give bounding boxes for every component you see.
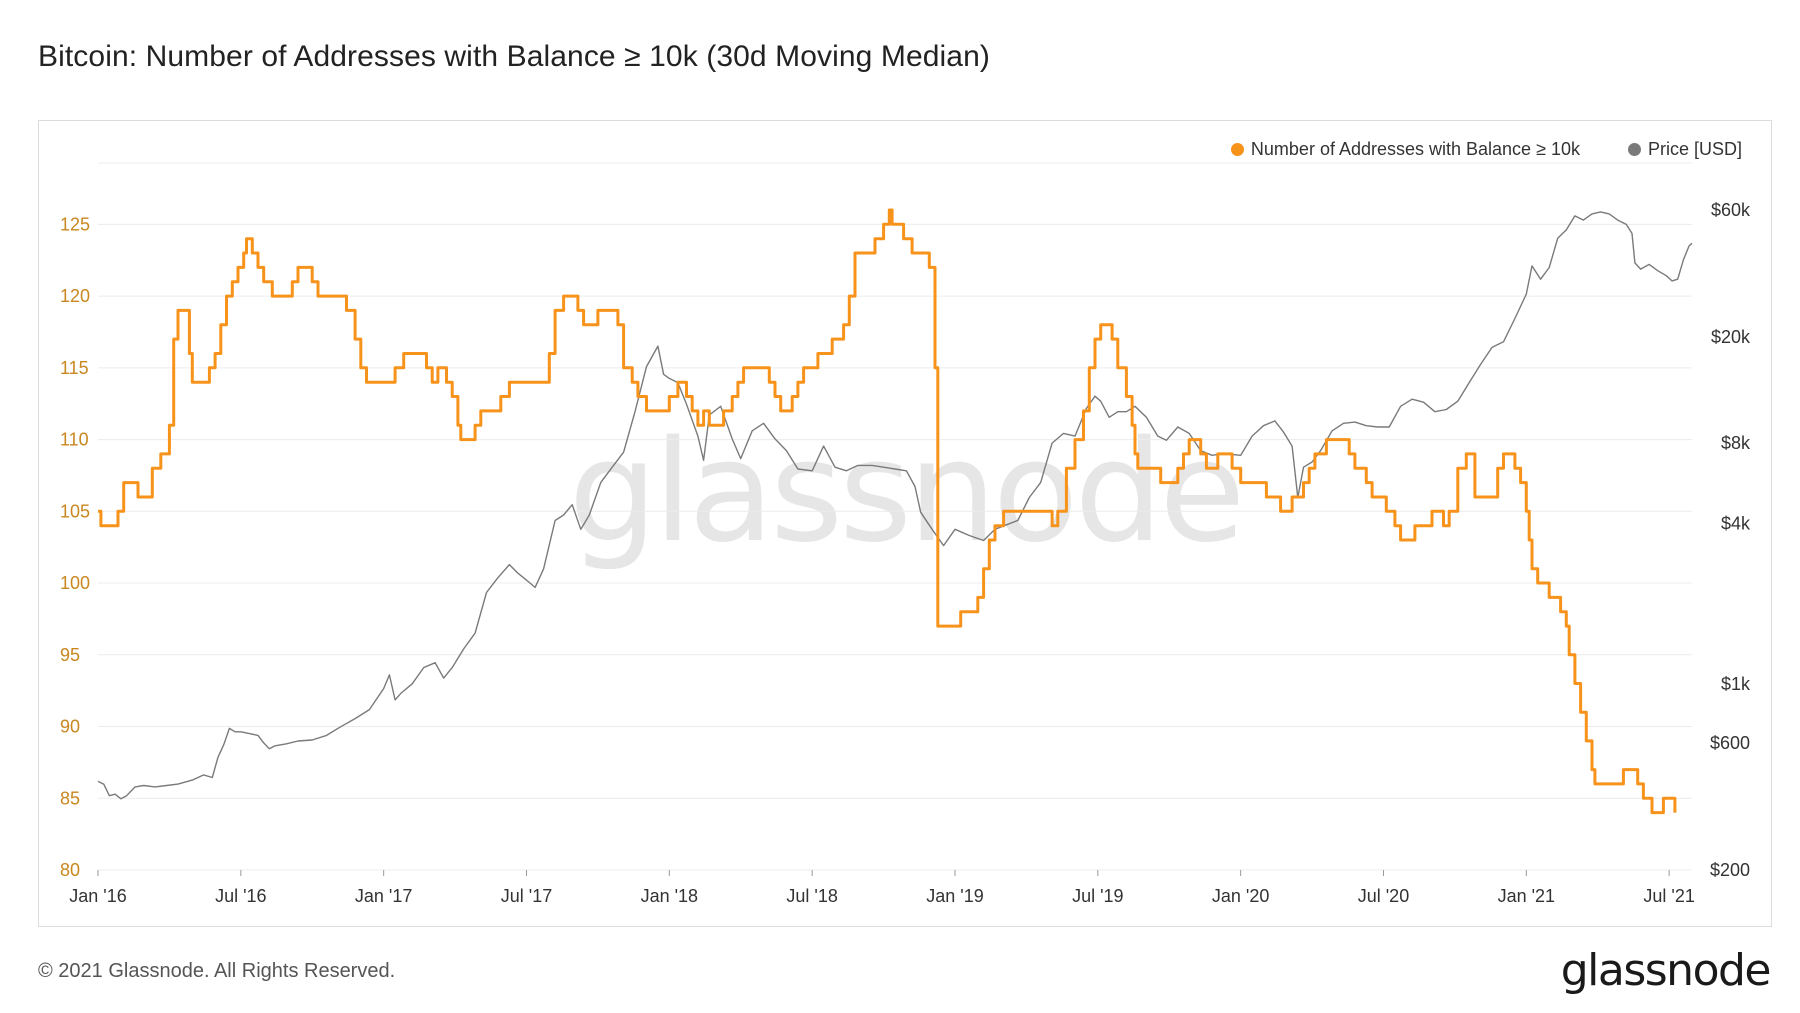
left-axis: 80 85 90 95 100 105 110 115 120 125 bbox=[60, 214, 90, 880]
y-left-tick-label: 105 bbox=[60, 501, 90, 521]
x-tick-label: Jul '18 bbox=[786, 886, 837, 906]
x-tick-label: Jan '17 bbox=[355, 886, 412, 906]
legend-label-addresses: Number of Addresses with Balance ≥ 10k bbox=[1250, 139, 1580, 159]
legend: Number of Addresses with Balance ≥ 10k P… bbox=[1230, 139, 1742, 160]
watermark: glassnode bbox=[569, 411, 1242, 574]
right-axis: $200 $600 $1k $4k $8k $20k $60k bbox=[1710, 200, 1751, 880]
y-right-tick-label: $60k bbox=[1711, 200, 1751, 220]
legend-dot-addresses bbox=[1230, 143, 1244, 156]
x-tick-label: Jul '19 bbox=[1072, 886, 1123, 906]
y-right-tick-label: $600 bbox=[1710, 733, 1750, 753]
y-left-tick-label: 125 bbox=[60, 214, 90, 234]
x-tick-label: Jul '21 bbox=[1643, 886, 1694, 906]
legend-item-price[interactable]: Price [USD] bbox=[1627, 139, 1742, 160]
copyright-footer: © 2021 Glassnode. All Rights Reserved. bbox=[38, 960, 396, 982]
y-left-tick-label: 90 bbox=[60, 717, 80, 737]
chart-panel bbox=[38, 120, 1772, 927]
y-left-tick-label: 85 bbox=[60, 788, 80, 808]
y-left-tick-label: 110 bbox=[60, 430, 89, 450]
y-right-tick-label: $8k bbox=[1721, 433, 1751, 453]
x-tick-label: Jul '20 bbox=[1358, 886, 1409, 906]
glassnode-logo[interactable]: glassnode bbox=[1560, 945, 1772, 996]
y-right-tick-label: $1k bbox=[1721, 674, 1751, 694]
x-tick-label: Jul '16 bbox=[215, 886, 266, 906]
legend-item-addresses[interactable]: Number of Addresses with Balance ≥ 10k bbox=[1230, 139, 1580, 160]
series-layer bbox=[97, 208, 1693, 815]
x-tick-label: Jan '20 bbox=[1212, 886, 1269, 906]
y-right-tick-label: $4k bbox=[1721, 513, 1751, 533]
y-left-tick-label: 100 bbox=[60, 573, 90, 593]
y-left-tick-label: 120 bbox=[60, 286, 90, 306]
y-left-tick-label: 95 bbox=[60, 645, 80, 665]
x-axis: Jan '16 Jul '16 Jan '17 Jul '17 Jan '18 Jul '… bbox=[69, 870, 1695, 906]
chart-title: Bitcoin: Number of Addresses with Balanc… bbox=[38, 40, 990, 73]
y-right-tick-label: $20k bbox=[1711, 327, 1751, 347]
legend-dot-price bbox=[1627, 143, 1641, 156]
x-tick-label: Jul '17 bbox=[501, 886, 552, 906]
x-tick-label: Jan '16 bbox=[69, 886, 126, 906]
series-line-price bbox=[97, 211, 1693, 800]
x-tick-label: Jan '18 bbox=[641, 886, 698, 906]
y-right-tick-label: $200 bbox=[1710, 860, 1750, 880]
y-left-tick-label: 80 bbox=[60, 860, 80, 880]
grid-lines bbox=[98, 162, 1692, 871]
x-tick-label: Jan '21 bbox=[1498, 886, 1555, 906]
x-tick-label: Jan '19 bbox=[926, 886, 983, 906]
series-line-addresses bbox=[98, 208, 1677, 815]
legend-label-price: Price [USD] bbox=[1647, 139, 1742, 159]
y-left-tick-label: 115 bbox=[60, 358, 89, 378]
